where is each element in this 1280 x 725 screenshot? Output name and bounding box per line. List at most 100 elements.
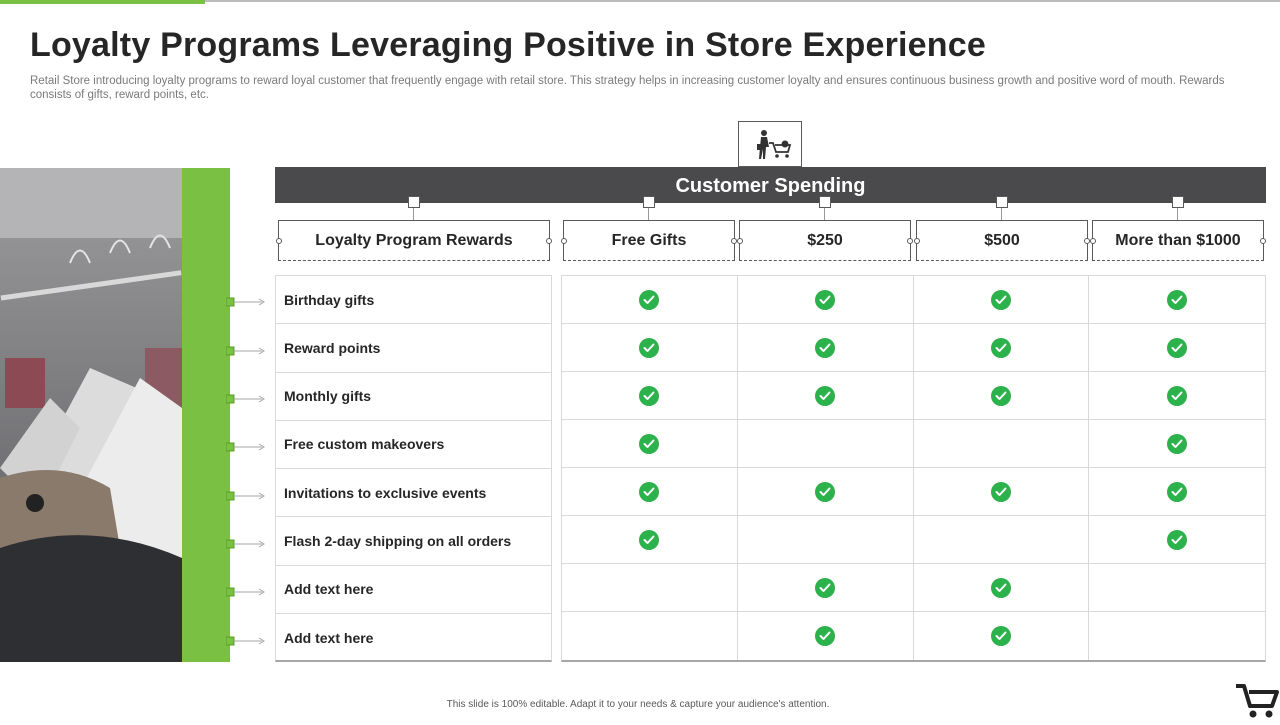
check-cell (1089, 564, 1265, 612)
row-connector-arrow (225, 294, 266, 307)
check-circle-icon (815, 385, 836, 406)
check-circle-icon (1167, 433, 1188, 454)
check-cell (737, 324, 914, 372)
check-circle-icon (1167, 289, 1188, 310)
header-marker (996, 196, 1008, 208)
check-cell (737, 372, 914, 420)
check-cell (737, 420, 914, 468)
check-cell (913, 468, 1090, 516)
check-circle-icon (990, 385, 1011, 406)
check-circle-icon (1167, 529, 1188, 550)
header-more-than-1000: More than $1000 (1092, 220, 1264, 261)
header-marker-stem (413, 208, 414, 220)
row-connector-arrow (225, 391, 266, 404)
header-edge-dot (731, 238, 737, 244)
row-connector-arrow (225, 633, 266, 646)
check-circle-icon (639, 529, 660, 550)
check-cell (562, 324, 738, 372)
header-marker (819, 196, 831, 208)
check-circle-icon (990, 626, 1011, 646)
reward-row-label: Invitations to exclusive events (276, 469, 551, 518)
check-circle-icon (815, 481, 836, 502)
row-connector-arrow (225, 439, 266, 452)
header-edge-dot (276, 238, 282, 244)
check-cell (913, 564, 1090, 612)
accent-strip (182, 168, 230, 662)
check-cell (913, 420, 1090, 468)
slide-title: Loyalty Programs Leveraging Positive in … (30, 26, 986, 64)
check-circle-icon (639, 433, 660, 454)
header-edge-dot (1084, 238, 1090, 244)
header-marker (1172, 196, 1184, 208)
header-marker-stem (1177, 208, 1178, 220)
check-cell (913, 516, 1090, 564)
check-cell (913, 324, 1090, 372)
customer-spending-banner: Customer Spending (275, 167, 1266, 203)
reward-labels-panel: Birthday gifts Reward points Monthly gifts… (275, 275, 552, 662)
check-circle-icon (990, 337, 1011, 358)
check-circle-icon (1167, 385, 1188, 406)
header-edge-dot (1260, 238, 1266, 244)
header-marker-stem (1001, 208, 1002, 220)
check-cell (562, 516, 738, 564)
check-cell (738, 612, 914, 660)
check-circle-icon (990, 481, 1011, 502)
header-edge-dot (561, 238, 567, 244)
check-cell (1089, 468, 1265, 516)
header-marker-stem (648, 208, 649, 220)
check-cell (562, 564, 738, 612)
check-cell (1089, 516, 1265, 564)
check-circle-icon (815, 337, 836, 358)
store-photo (0, 168, 182, 662)
footer-note: This slide is 100% editable. Adapt it to… (446, 699, 830, 710)
check-cell (1089, 276, 1265, 324)
row-connector-arrow (225, 343, 266, 356)
shopper-with-cart-icon (738, 121, 802, 167)
row-connector-arrow (225, 536, 266, 549)
reward-row-label: Add text here (276, 566, 551, 614)
top-accent-green (0, 0, 205, 4)
top-accent-line (0, 0, 1280, 2)
reward-row-label: Free custom makeovers (276, 421, 551, 469)
check-cell (1089, 324, 1265, 372)
check-circle-icon (990, 577, 1011, 598)
check-cell (737, 468, 914, 516)
check-cell (562, 372, 738, 420)
check-cell (737, 276, 914, 324)
check-circle-icon (639, 337, 660, 358)
reward-row-label: Birthday gifts (276, 276, 551, 325)
header-500: $500 (916, 220, 1088, 261)
check-circle-icon (639, 481, 660, 502)
check-cell (737, 564, 914, 612)
check-circle-icon (639, 385, 660, 406)
header-marker (408, 196, 420, 208)
reward-row-label: Flash 2-day shipping on all orders (276, 517, 551, 566)
header-250: $250 (739, 220, 911, 261)
check-circle-icon (815, 577, 836, 598)
slide-subtitle: Retail Store introducing loyalty program… (30, 75, 1225, 101)
shopping-cart-icon (1234, 680, 1280, 720)
check-circle-icon (990, 289, 1011, 310)
check-cell (1089, 612, 1265, 660)
header-edge-dot (546, 238, 552, 244)
check-circle-icon (1167, 481, 1188, 502)
check-cell (913, 372, 1090, 420)
header-edge-dot (907, 238, 913, 244)
check-cell (562, 468, 738, 516)
header-free-gifts: Free Gifts (563, 220, 735, 261)
check-cell (562, 420, 738, 468)
check-cell (737, 516, 914, 564)
check-cell (914, 612, 1090, 660)
check-cell (562, 612, 738, 660)
check-cell (1089, 372, 1265, 420)
header-loyalty-program-rewards: Loyalty Program Rewards (278, 220, 550, 261)
check-circle-icon (815, 626, 836, 646)
check-circle-icon (1167, 337, 1188, 358)
reward-row-label: Monthly gifts (276, 373, 551, 421)
row-connector-arrow (225, 584, 266, 597)
reward-row-label: Reward points (276, 324, 551, 373)
check-circle-icon (639, 289, 660, 310)
header-edge-dot (1090, 238, 1096, 244)
header-edge-dot (737, 238, 743, 244)
header-marker (643, 196, 655, 208)
